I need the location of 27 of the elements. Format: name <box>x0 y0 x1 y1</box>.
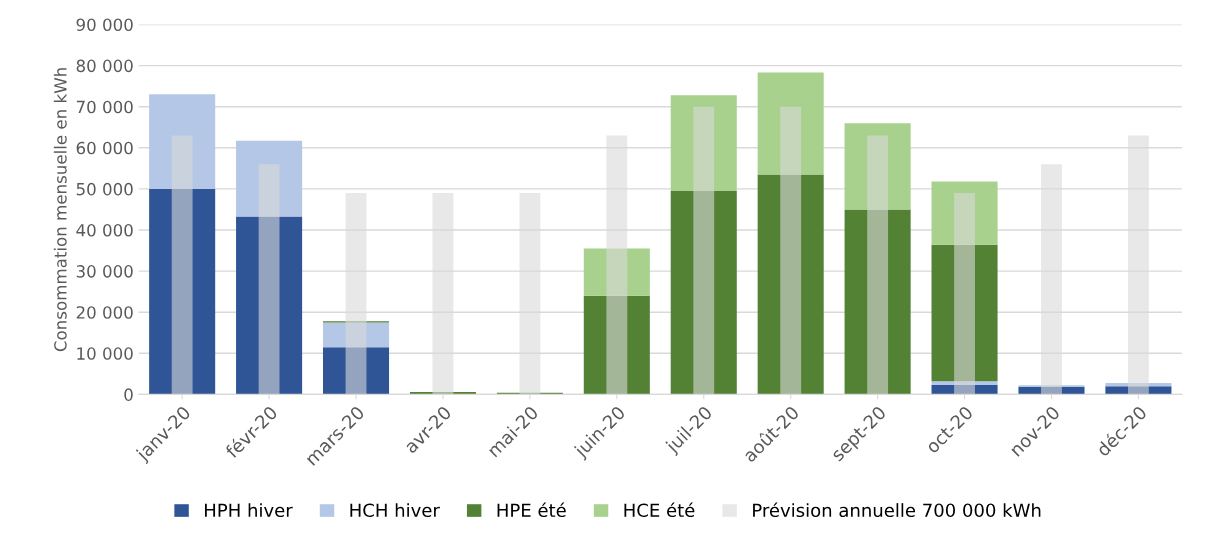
y-tick-label: 40 000 <box>76 223 133 237</box>
bar <box>931 381 998 385</box>
legend-label: HCE été <box>624 502 695 518</box>
y-tick-label: 20 000 <box>76 306 133 319</box>
bar <box>322 322 390 348</box>
bar <box>931 384 998 395</box>
bar <box>931 181 998 245</box>
bar <box>583 248 650 296</box>
y-tick-label: 70 000 <box>76 100 133 114</box>
legend-label: HPE été <box>497 502 566 518</box>
y-axis-title: Consommation mensuelle en kWh <box>53 68 67 352</box>
y-tick-label: 30 000 <box>76 265 133 278</box>
bar <box>1105 386 1172 395</box>
legend-label: Prévision annuelle 700 000 kWh <box>753 502 1041 518</box>
bar <box>322 347 390 395</box>
y-tick-label: 80 000 <box>76 59 133 73</box>
y-tick-label: 10 000 <box>77 347 133 360</box>
legend-label: HCH hiver <box>350 503 440 518</box>
bar <box>1041 164 1062 395</box>
bar <box>1018 387 1085 395</box>
y-tick-label: 90 000 <box>76 18 133 32</box>
bar <box>1105 382 1172 387</box>
bar <box>954 193 975 395</box>
legend-label: HPH hiver <box>205 503 293 518</box>
y-tick-label: 50 000 <box>76 182 133 196</box>
y-tick-label: 60 000 <box>76 141 133 155</box>
y-tick-label: 0 <box>124 388 133 401</box>
